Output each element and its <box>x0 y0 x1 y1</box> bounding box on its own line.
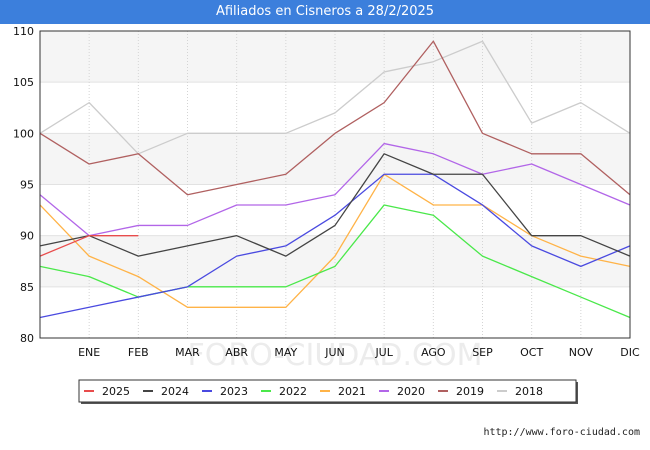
x-tick-label: JUL <box>374 346 393 359</box>
y-tick-label: 95 <box>20 179 34 192</box>
y-axis-ticks: 80 85 90 95 100 105 110 <box>13 25 34 345</box>
series-line-2020 <box>39 142 631 237</box>
x-tick-label: MAY <box>274 346 297 359</box>
background-band <box>40 82 630 134</box>
background-band <box>40 286 630 338</box>
x-tick-label: OCT <box>520 346 543 359</box>
x-axis-ticks: ENE FEB MAR ABR MAY JUN JUL AGO SEP OCT NOV DIC <box>78 346 640 359</box>
y-tick-label: 80 <box>20 332 34 345</box>
y-tick-label: 100 <box>13 127 34 140</box>
x-tick-label: NOV <box>569 346 594 359</box>
x-tick-label: ENE <box>78 346 100 359</box>
x-tick-label: JUN <box>324 346 345 359</box>
legend-label-2019: 2019 <box>456 385 484 398</box>
series-lines <box>39 40 631 319</box>
x-tick-label: AGO <box>421 346 446 359</box>
x-tick-label: FEB <box>128 346 149 359</box>
legend-label-2023: 2023 <box>220 385 248 398</box>
legend-label-2025: 2025 <box>102 385 130 398</box>
background-band <box>40 133 630 185</box>
y-tick-label: 110 <box>13 25 34 38</box>
x-tick-label: SEP <box>472 346 493 359</box>
series-line-2024 <box>39 153 631 257</box>
x-tick-label: MAR <box>175 346 200 359</box>
y-tick-label: 90 <box>20 230 34 243</box>
series-line-2025 <box>39 235 139 257</box>
x-tick-label: ABR <box>225 346 248 359</box>
series-line-2019 <box>39 40 631 196</box>
legend-label-2018: 2018 <box>515 385 543 398</box>
background-band <box>40 235 630 287</box>
series-line-2023 <box>39 173 631 319</box>
legend: 2025 2024 2023 2022 2021 2020 2019 2018 <box>78 379 578 404</box>
legend-label-2022: 2022 <box>279 385 307 398</box>
y-tick-label: 105 <box>13 76 34 89</box>
legend-label-2020: 2020 <box>397 385 425 398</box>
chart-title: Afiliados en Cisneros a 28/2/2025 <box>0 0 650 24</box>
watermark-text: FORO-CIUDAD.COM <box>188 338 483 373</box>
x-tick-label: DIC <box>620 346 640 359</box>
background-band <box>40 31 630 83</box>
plot-frame <box>39 30 631 339</box>
source-url[interactable]: http://www.foro-ciudad.com <box>483 427 640 438</box>
legend-label-2024: 2024 <box>161 385 189 398</box>
y-tick-label: 85 <box>20 281 34 294</box>
legend-label-2021: 2021 <box>338 385 366 398</box>
